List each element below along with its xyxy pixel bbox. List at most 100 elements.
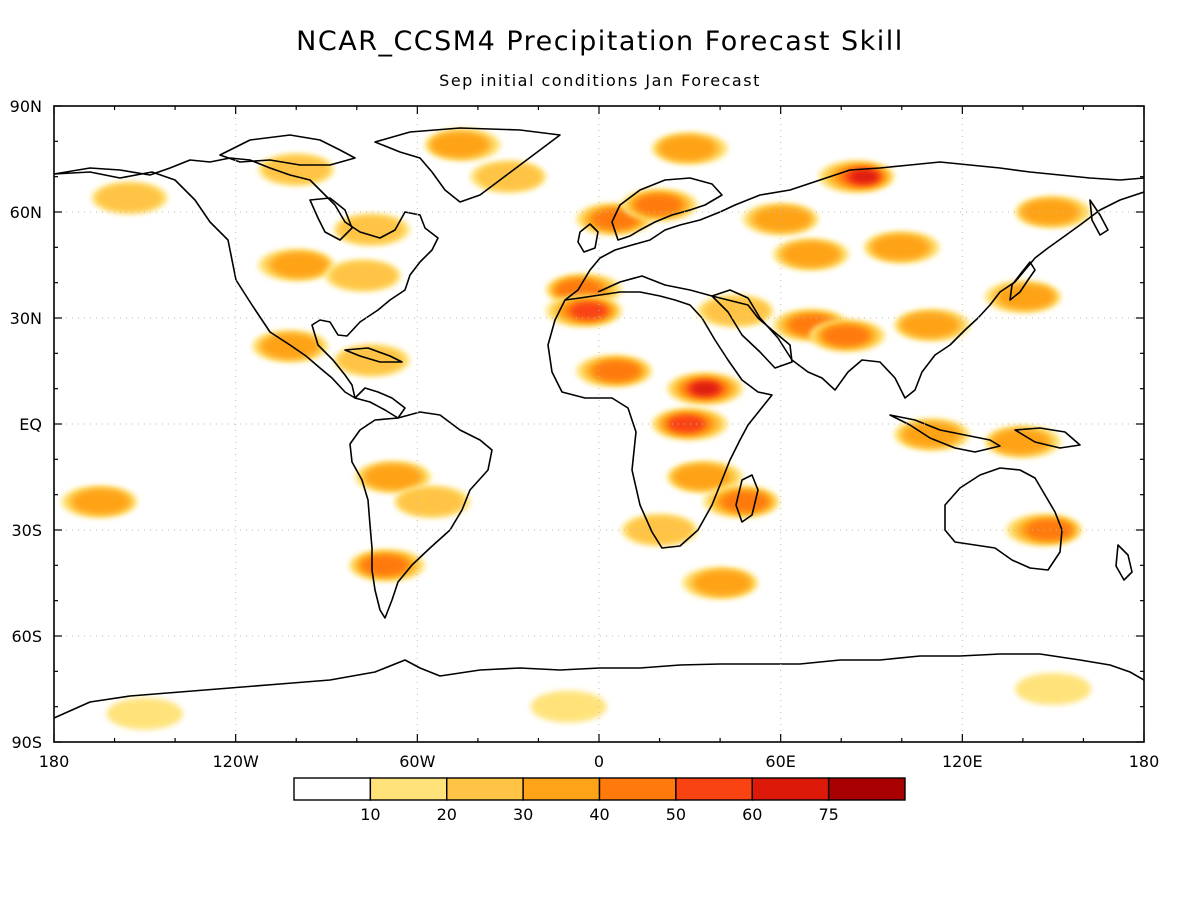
skill-region-china-south <box>894 309 971 342</box>
skill-level-4 <box>361 555 408 576</box>
lon-label: 60W <box>399 752 435 771</box>
skill-region-west-siberia <box>742 203 819 236</box>
latitude-labels: 90N 60N 30N EQ 30S 60S 90S <box>10 97 42 752</box>
lon-label: 60E <box>765 752 795 771</box>
skill-level-6 <box>691 382 718 395</box>
skill-level-6 <box>851 170 878 183</box>
coast-new-guinea <box>1014 427 1081 449</box>
lat-label: 90S <box>11 733 42 752</box>
skill-level-2 <box>330 261 397 290</box>
coast-antarctica <box>54 653 1144 719</box>
coast-madagascar <box>735 474 759 523</box>
grid-lines <box>54 106 1144 742</box>
skill-level-2 <box>397 487 464 516</box>
coast-australia <box>944 467 1063 571</box>
colorbar-label: 50 <box>666 805 686 824</box>
skill-level-2 <box>476 162 543 191</box>
coast-cuba <box>344 347 403 363</box>
skill-level-2 <box>337 215 404 244</box>
skill-region-us-east <box>324 259 401 292</box>
skill-region-andes <box>355 461 432 493</box>
skill-region-us-midwest <box>258 249 335 281</box>
skill-level-3 <box>782 242 839 267</box>
skill-region-mozambique <box>666 461 743 493</box>
lat-label: 60N <box>10 203 42 222</box>
skill-shading-layer <box>61 128 1092 730</box>
skill-region-japan <box>984 280 1061 313</box>
skill-region-arctic-canada <box>258 153 335 186</box>
skill-region-morocco <box>545 294 622 327</box>
skill-region-madagascar <box>703 485 780 518</box>
skill-level-1 <box>530 690 607 723</box>
skill-level-2 <box>96 183 163 212</box>
skill-region-south-pacific <box>61 485 138 518</box>
skill-level-3 <box>903 422 960 447</box>
colorbar-label: 30 <box>513 805 533 824</box>
coast-japan <box>1009 261 1036 301</box>
skill-level-3 <box>998 284 1055 309</box>
skill-region-south-atlantic <box>682 567 759 599</box>
coast-south-america <box>349 411 493 619</box>
skill-region-mongolia <box>863 231 940 264</box>
colorbar-label: 75 <box>818 805 838 824</box>
coast-europe <box>564 161 1144 301</box>
coast-north-america <box>54 157 439 399</box>
skill-level-3 <box>365 465 422 489</box>
skill-level-5 <box>668 416 705 432</box>
colorbar-label: 10 <box>360 805 380 824</box>
skill-level-3 <box>673 465 730 489</box>
skill-level-3 <box>992 429 1049 454</box>
colorbar-swatch <box>522 777 601 801</box>
map-subtitle: Sep initial conditions Jan Forecast <box>439 71 761 90</box>
skill-level-4 <box>721 491 768 512</box>
coast-indonesia <box>889 414 1001 453</box>
longitude-labels: 180 120W 60W 0 60E 120E 180 <box>39 752 1160 771</box>
skill-region-canada-east <box>333 213 410 246</box>
colorbar-label: 40 <box>589 805 609 824</box>
lat-label: 60S <box>11 627 42 646</box>
skill-region-kazakhstan <box>772 238 849 271</box>
axis-ticks <box>53 105 1145 743</box>
skill-level-4 <box>592 209 639 230</box>
lat-label: 30N <box>10 309 42 328</box>
coast-hudson-bay <box>309 197 353 241</box>
colorbar-swatch <box>446 777 524 801</box>
coast-asia-south <box>747 191 1144 399</box>
skill-region-east-siberia <box>1015 196 1092 228</box>
skill-level-3 <box>73 489 130 514</box>
colorbar: 10 20 30 40 50 60 75 <box>293 777 906 824</box>
skill-region-greenland-east <box>470 160 547 193</box>
lon-label: 0 <box>594 752 604 771</box>
colorbar-label: 20 <box>437 805 457 824</box>
coast-arctic-islands <box>219 134 356 166</box>
skill-region-antarctica-east <box>1015 673 1092 705</box>
skill-region-sahara-west <box>576 355 653 387</box>
skill-level-3 <box>754 207 811 232</box>
skill-level-5 <box>570 302 607 319</box>
lat-label: 30S <box>11 521 42 540</box>
skill-level-3 <box>694 571 751 595</box>
coast-greenland <box>374 127 561 203</box>
skill-region-east-africa <box>666 372 743 405</box>
skill-level-2 <box>703 296 770 325</box>
coast-new-zealand <box>1115 544 1133 581</box>
skill-region-east-africa-south <box>651 408 728 440</box>
coast-mediterranean <box>597 275 749 299</box>
skill-level-3 <box>872 235 929 260</box>
coastlines <box>54 127 1144 719</box>
lon-label: 180 <box>39 752 70 771</box>
map-title: NCAR_CCSM4 Precipitation Forecast Skill <box>296 26 904 57</box>
coast-kamchatka <box>1089 199 1109 236</box>
lat-label: 90N <box>10 97 42 116</box>
coast-arabia <box>711 295 793 369</box>
skill-level-3 <box>262 334 319 359</box>
colorbar-swatch <box>751 777 830 801</box>
colorbar-swatch <box>827 777 906 801</box>
lat-label: EQ <box>19 415 42 434</box>
skill-region-alaska <box>91 181 168 214</box>
skill-level-2 <box>626 516 693 544</box>
coast-british-isles <box>577 223 599 253</box>
skill-region-scandinavia <box>621 188 698 221</box>
skill-region-barents <box>651 132 728 165</box>
